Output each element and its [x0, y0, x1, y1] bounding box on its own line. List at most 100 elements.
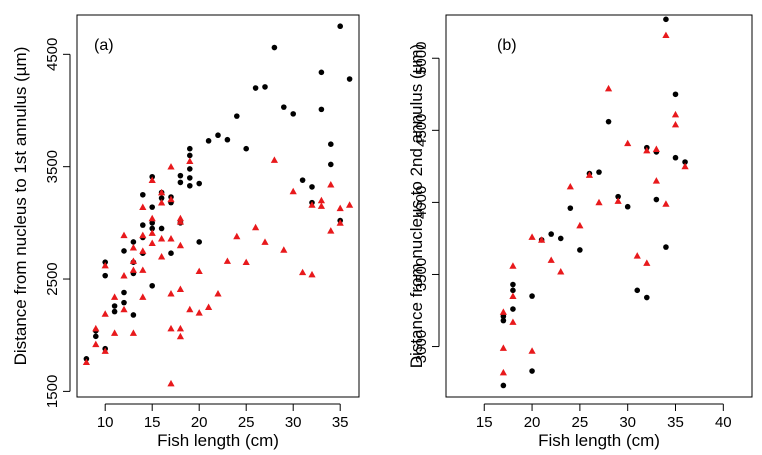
data-point-triangle [681, 162, 689, 170]
data-point-circle [634, 287, 641, 294]
data-point-triangle [643, 146, 651, 154]
data-point-circle [281, 104, 287, 110]
x-tick-label: 25 [572, 414, 589, 431]
data-point-triangle [205, 303, 213, 310]
data-point-triangle [336, 219, 344, 226]
data-point-triangle [129, 266, 137, 273]
data-point-triangle [214, 290, 222, 297]
data-point-triangle [176, 332, 184, 340]
data-point-circle [102, 272, 108, 279]
x-tick-label: 20 [524, 414, 541, 431]
panel-label: (b) [497, 37, 517, 54]
data-point-circle [328, 161, 334, 168]
data-point-triangle [120, 272, 128, 279]
data-point-triangle [327, 227, 335, 234]
data-point-triangle [111, 293, 119, 300]
data-point-triangle [557, 267, 565, 275]
y-axis-title: Distance from nucleus to 1st annulus (µm… [11, 47, 30, 366]
x-tick-label: 30 [285, 414, 302, 431]
data-point-triangle [509, 318, 517, 325]
data-point-triangle [499, 344, 507, 351]
data-point-circle [130, 312, 137, 318]
y-tick-label: 3500 [44, 150, 61, 183]
data-point-triangle [176, 218, 184, 225]
data-point-triangle [336, 204, 344, 212]
data-point-triangle [176, 324, 184, 332]
data-point-triangle [158, 199, 166, 206]
panel-b: 15 20 25 30 35 40 3000 3500 4000 4500 5000 Fish len… [407, 14, 753, 450]
data-point-circle [243, 145, 249, 152]
data-point-circle [653, 196, 660, 203]
data-point-circle [596, 169, 602, 175]
data-point-circle [130, 239, 137, 245]
y-tick-label: 3500 [413, 258, 430, 291]
data-point-circle [111, 303, 118, 309]
data-point-triangle [576, 221, 584, 229]
data-point-triangle [280, 246, 288, 253]
data-point-triangle [604, 84, 613, 92]
data-point-triangle [499, 368, 507, 376]
data-point-circle [290, 111, 297, 117]
data-point-triangle [176, 214, 184, 222]
data-point-circle [111, 308, 118, 315]
data-point-circle [140, 222, 146, 228]
data-point-circle [567, 205, 574, 211]
data-point-circle [187, 175, 193, 181]
data-point-circle [215, 132, 221, 139]
data-point-triangle [308, 270, 316, 278]
data-point-circle [663, 16, 669, 23]
data-point-triangle [509, 262, 517, 269]
data-point-triangle [167, 379, 175, 387]
data-point-triangle [129, 329, 137, 336]
data-point-circle [149, 282, 155, 289]
data-point-triangle [662, 200, 670, 207]
data-point-circle [121, 299, 127, 306]
data-point-circle [500, 313, 507, 320]
data-point-circle [500, 382, 507, 389]
data-point-circle [682, 159, 688, 165]
y-tick-label: 2500 [44, 262, 61, 295]
y-tick-label: 1500 [44, 375, 61, 408]
data-point-triangle [186, 305, 194, 313]
data-point-triangle [129, 257, 137, 264]
x-tick-label: 40 [715, 414, 732, 431]
data-point-circle [548, 231, 554, 237]
data-point-triangle [308, 201, 316, 208]
x-axis-title: Fish length (cm) [538, 431, 660, 450]
data-point-triangle [139, 266, 147, 273]
data-point-triangle [242, 258, 250, 266]
data-point-triangle [139, 231, 147, 239]
data-point-triangle [101, 347, 109, 354]
x-axis-title: Fish length (cm) [157, 431, 279, 450]
y-tick-label: 3000 [413, 330, 430, 363]
data-point-circle [187, 166, 193, 172]
data-point-triangle [652, 145, 660, 152]
data-point-triangle [167, 234, 175, 242]
data-point-triangle [528, 347, 536, 354]
data-point-triangle [614, 197, 622, 204]
data-point-circle [557, 235, 564, 242]
data-point-circle [644, 294, 650, 301]
data-point-triangle [101, 261, 109, 269]
data-point-triangle [148, 239, 156, 246]
data-point-triangle [528, 233, 536, 240]
data-point-circle [149, 225, 155, 232]
data-point-triangle [176, 285, 184, 293]
data-point-triangle [547, 256, 555, 263]
data-point-triangle [327, 181, 335, 188]
data-point-triangle [158, 252, 166, 260]
data-point-circle [672, 154, 679, 161]
data-point-triangle [499, 308, 507, 315]
data-point-triangle [261, 238, 269, 245]
data-point-circle [140, 191, 146, 198]
plot-frame [445, 14, 753, 398]
data-point-circle [121, 248, 127, 254]
data-point-circle [337, 23, 344, 30]
data-point-circle [196, 239, 202, 245]
data-point-circle [252, 85, 259, 91]
series-black-circles [500, 16, 688, 389]
data-point-triangle [167, 324, 175, 332]
x-tick-label: 25 [238, 414, 255, 431]
data-point-triangle [167, 163, 175, 170]
data-point-triangle [176, 241, 184, 249]
